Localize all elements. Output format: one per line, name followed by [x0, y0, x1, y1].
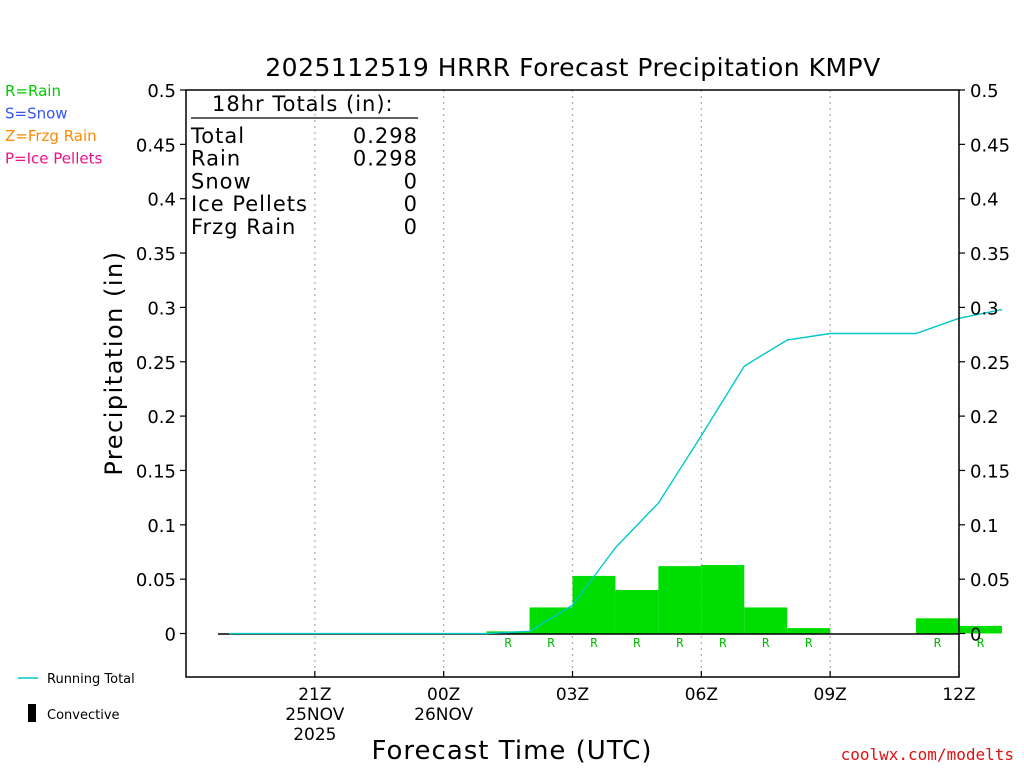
y-tick-label-left: 0.2 — [147, 407, 176, 428]
type-legend-entry: S=Snow — [5, 105, 68, 123]
type-legend-entry: P=Ice Pellets — [5, 150, 102, 168]
totals-box: 18hr Totals (in): Total 0.298 Rain 0.298 Sno… — [190, 92, 418, 239]
y-tick-label-right: 0.25 — [970, 353, 1010, 374]
y-axis-label: Precipitation (in) — [100, 250, 128, 475]
y-tick-label-left: 0.5 — [147, 81, 176, 102]
precip-type-marker: R — [977, 636, 985, 650]
y-tick-label-left: 0.45 — [136, 135, 176, 156]
y-tick-label-left: 0.35 — [136, 244, 176, 265]
y-tick-label-right: 0.1 — [970, 516, 999, 537]
totals-row-value: 0.298 — [353, 124, 418, 148]
precip-bar — [658, 566, 702, 634]
y-tick-label-right: 0 — [970, 625, 981, 646]
x-tick-label: 12Z — [942, 685, 975, 705]
precip-type-marker: R — [719, 636, 727, 650]
precip-type-marker: R — [676, 636, 684, 650]
precip-bar — [916, 618, 959, 634]
precip-type-legend: R=Rain S=Snow Z=Frzg Rain P=Ice Pellets — [5, 82, 102, 168]
convective-swatch — [28, 704, 36, 722]
y-tick-label-left: 0.4 — [147, 190, 176, 211]
y-axis-right: 0 0.05 0.1 0.15 0.2 0.25 0.3 0.35 0.4 0.45 0.5 — [959, 81, 1010, 646]
y-tick-label-left: 0 — [165, 625, 176, 646]
x-tick-label: 03Z — [556, 685, 589, 705]
x-axis-label: Forecast Time (UTC) — [371, 736, 652, 766]
precip-type-marker: R — [805, 636, 813, 650]
y-tick-label-right: 0.45 — [970, 135, 1010, 156]
precip-type-marker: R — [547, 636, 555, 650]
y-tick-label-left: 0.15 — [136, 461, 176, 482]
x-tick-label: 00Z — [427, 685, 460, 705]
totals-row-value: 0 — [404, 169, 418, 193]
series-legend: Running Total Convective — [18, 672, 135, 723]
y-tick-label-left: 0.25 — [136, 353, 176, 374]
precip-bar — [529, 607, 573, 634]
precip-bar — [787, 628, 831, 634]
x-tick-label: 06Z — [685, 685, 718, 705]
totals-row-value: 0.298 — [353, 147, 418, 171]
y-tick-label-right: 0.15 — [970, 461, 1010, 482]
hourly-precip-bars — [486, 565, 1002, 634]
y-tick-label-left: 0.05 — [136, 570, 176, 591]
y-tick-label-right: 0.4 — [970, 190, 999, 211]
chart-title: 2025112519 HRRR Forecast Precipitation K… — [265, 53, 880, 82]
running-total-line — [228, 308, 1003, 635]
totals-row-value: 0 — [404, 215, 418, 239]
precip-bar — [744, 607, 788, 634]
precip-type-marker: R — [633, 636, 641, 650]
x-tick-label: 09Z — [814, 685, 847, 705]
y-tick-label-right: 0.05 — [970, 570, 1010, 591]
x-tick-label: 21Z — [298, 685, 331, 705]
precip-type-marker: R — [762, 636, 770, 650]
y-tick-label-right: 0.2 — [970, 407, 999, 428]
precip-bar — [701, 565, 745, 634]
y-tick-label-left: 0.3 — [147, 298, 176, 319]
totals-heading: 18hr Totals (in): — [212, 92, 394, 116]
convective-legend-label: Convective — [47, 708, 120, 723]
type-legend-entry: Z=Frzg Rain — [5, 127, 97, 145]
precip-bar — [959, 625, 1002, 634]
y-tick-label-right: 0.3 — [970, 298, 999, 319]
totals-row-label: Snow — [191, 169, 252, 193]
precip-type-marker: R — [590, 636, 598, 650]
y-tick-label-right: 0.35 — [970, 244, 1010, 265]
precip-bar — [615, 590, 659, 634]
precip-type-marker: R — [934, 636, 942, 650]
y-tick-label-right: 0.5 — [970, 81, 999, 102]
totals-row-label: Rain — [191, 147, 241, 171]
y-tick-label-left: 0.1 — [147, 516, 176, 537]
x-tick-year: 2025 — [293, 725, 336, 745]
credit-text: coolwx.com/modelts — [841, 745, 1014, 764]
totals-row-label: Ice Pellets — [191, 192, 308, 216]
precip-type-marker: R — [504, 636, 512, 650]
y-axis-left: 0 0.05 0.1 0.15 0.2 0.25 0.3 0.35 0.4 0.45 0.5 — [136, 81, 186, 646]
running-total-legend-label: Running Total — [47, 672, 135, 687]
totals-row-label: Frzg Rain — [191, 215, 296, 239]
totals-row-value: 0 — [404, 192, 418, 216]
type-legend-entry: R=Rain — [5, 82, 61, 100]
totals-row-label: Total — [190, 124, 245, 148]
x-tick-date: 25NOV — [285, 705, 344, 725]
x-tick-date: 26NOV — [414, 705, 473, 725]
precip-bar — [572, 575, 616, 634]
